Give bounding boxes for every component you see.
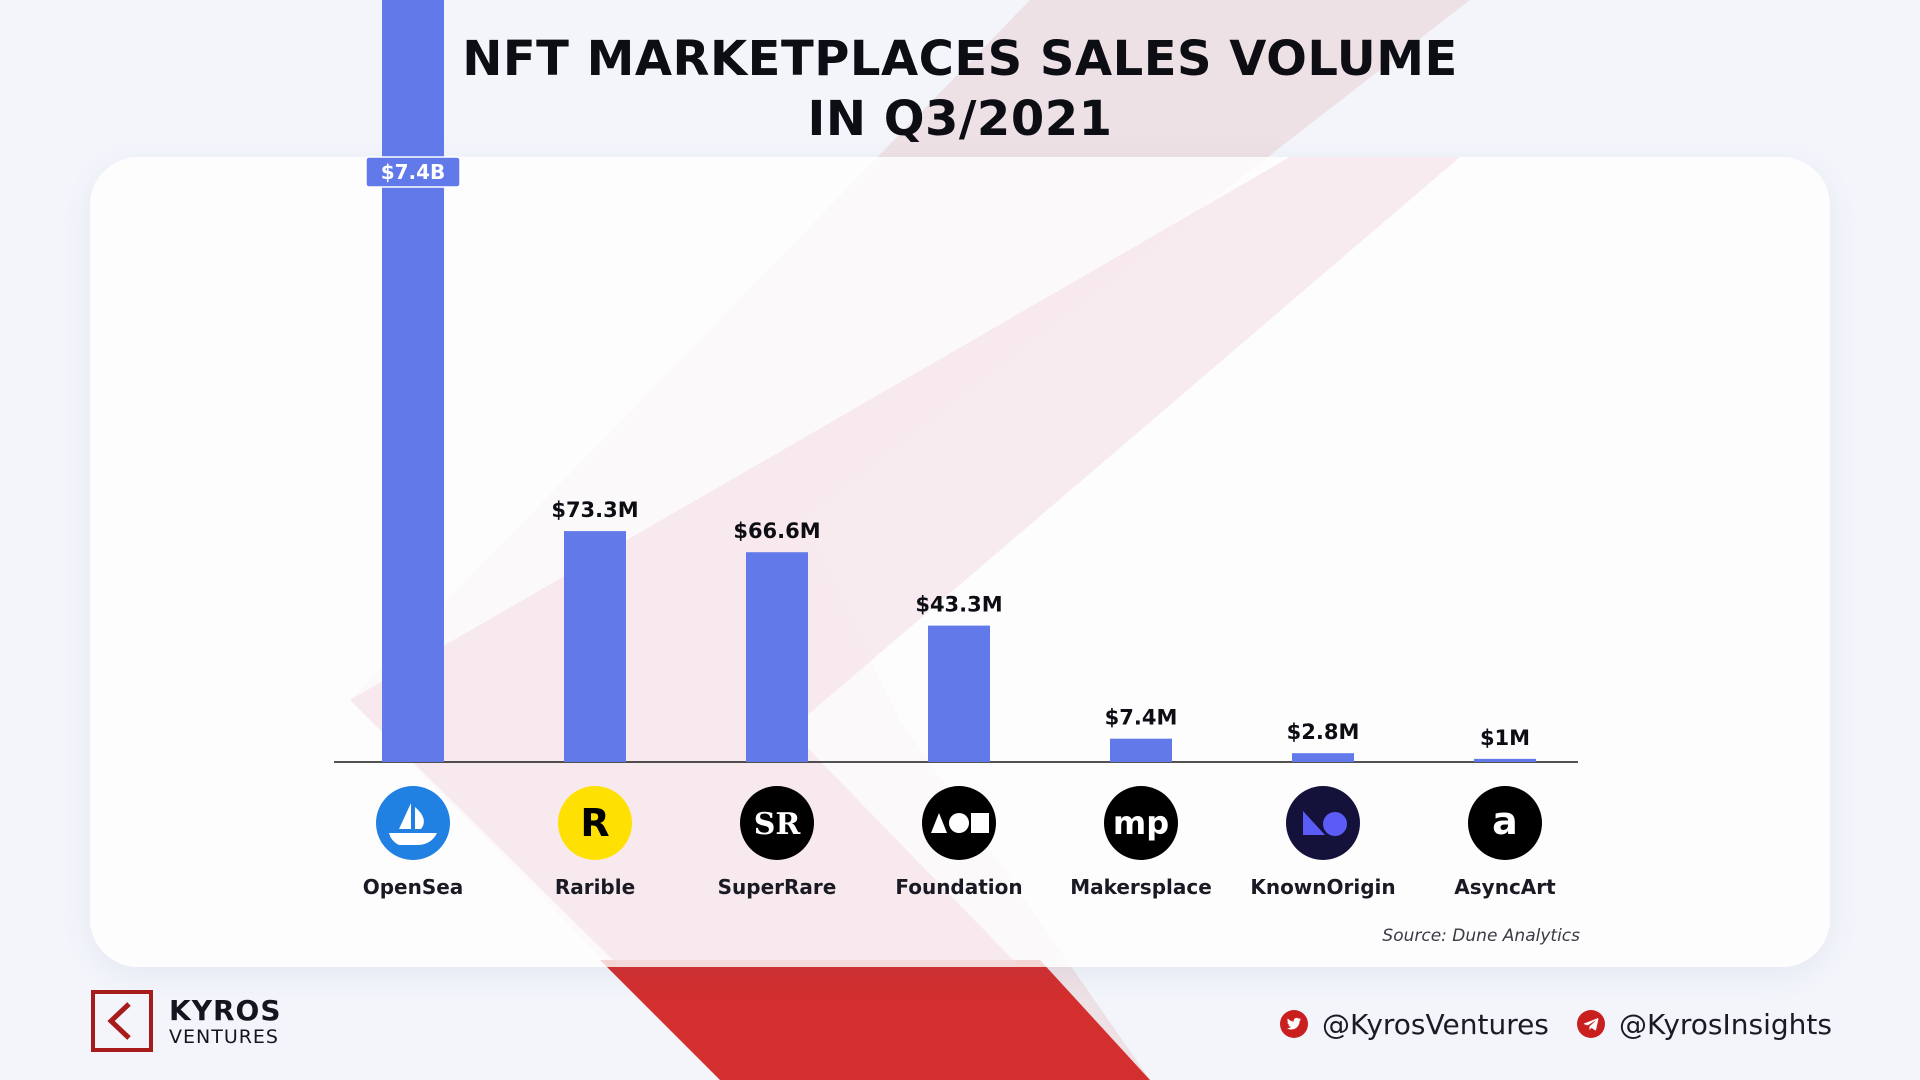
value-label-rarible: $73.3M (551, 498, 638, 522)
category-label-opensea: OpenSea (363, 875, 464, 899)
asyncart-logo-glyph-icon: a (1492, 799, 1518, 843)
value-label-makersplace: $7.4M (1105, 706, 1178, 730)
opensea-logo-icon (376, 786, 450, 860)
value-label-asyncart: $1M (1480, 726, 1530, 750)
value-label-knownorigin: $2.8M (1287, 720, 1360, 744)
value-label-foundation: $43.3M (915, 593, 1002, 617)
rarible-logo-icon (558, 786, 632, 860)
knownorigin-triangle-icon (1303, 811, 1325, 835)
social-telegram[interactable]: @KyrosInsights (1577, 1004, 1832, 1044)
telegram-handle: @KyrosInsights (1619, 1007, 1832, 1041)
value-label-opensea: $7.4B (381, 160, 446, 184)
superrare-logo-icon (740, 786, 814, 860)
makersplace-logo-glyph-icon: mp (1113, 804, 1169, 842)
twitter-icon (1280, 1010, 1308, 1038)
foundation-circle-icon (949, 813, 969, 833)
bar-asyncart (1474, 758, 1536, 762)
bar-knownorigin (1292, 753, 1354, 762)
brand-subtitle: VENTURES (169, 1026, 279, 1048)
kyros-logo-icon (91, 990, 153, 1052)
category-label-makersplace: Makersplace (1070, 875, 1212, 899)
social-twitter[interactable]: @KyrosVentures (1280, 1004, 1549, 1044)
value-badge-opensea (365, 156, 461, 188)
brand-name: KYROS (169, 994, 282, 1027)
category-label-knownorigin: KnownOrigin (1250, 875, 1395, 899)
opensea-sail-icon (399, 803, 411, 829)
asyncart-logo-icon (1468, 786, 1542, 860)
rarible-logo-glyph-icon: R (580, 801, 609, 845)
foundation-square-icon (971, 813, 989, 833)
opensea-hull-icon (389, 833, 437, 845)
knownorigin-logo-icon (1286, 786, 1360, 860)
category-label-rarible: Rarible (555, 875, 635, 899)
makersplace-logo-icon (1104, 786, 1178, 860)
telegram-icon (1577, 1010, 1605, 1038)
bar-makersplace (1110, 738, 1172, 762)
chart-title-line-1: NFT MARKETPLACES SALES VOLUME (462, 31, 1458, 87)
bar-superrare (746, 552, 808, 762)
opensea-sail2-icon (415, 807, 424, 829)
category-label-foundation: Foundation (895, 875, 1022, 899)
category-label-superrare: SuperRare (718, 875, 837, 899)
value-label-superrare: $66.6M (733, 519, 820, 543)
bar-foundation (928, 625, 990, 762)
chart-title-line-2: IN Q3/2021 (807, 91, 1113, 147)
foundation-triangle-icon (931, 813, 947, 833)
brand-logo-block: KYROS VENTURES (91, 990, 351, 1052)
source-note: Source: Dune Analytics (1382, 926, 1580, 946)
category-label-asyncart: AsyncArt (1454, 875, 1556, 899)
knownorigin-circle-icon (1323, 812, 1347, 836)
bar-opensea (382, 0, 444, 762)
bar-rarible (564, 531, 626, 762)
superrare-logo-glyph-icon: SR (754, 807, 802, 842)
twitter-handle: @KyrosVentures (1322, 1007, 1549, 1041)
